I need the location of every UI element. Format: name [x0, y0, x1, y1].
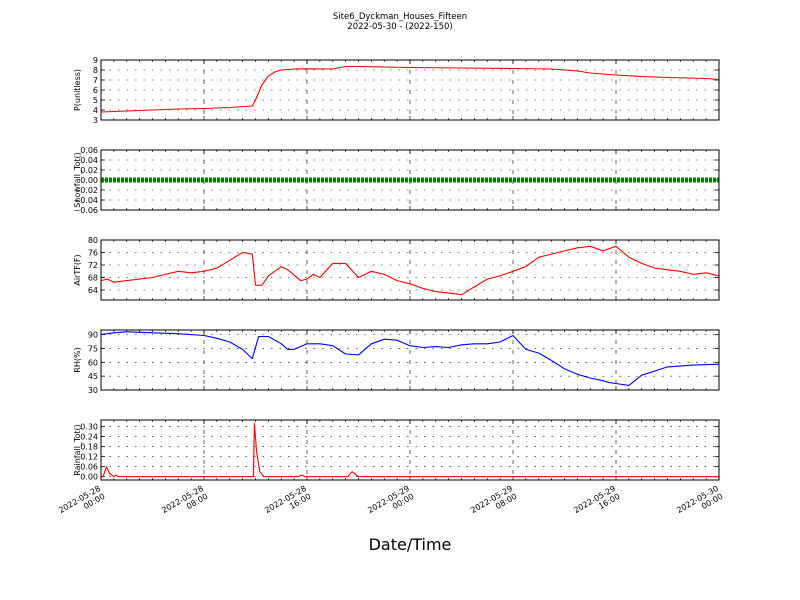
y-axis-label: Snowfall_Tot() [73, 152, 82, 208]
chart-panel: −0.06−0.04−0.020.000.020.040.06Snowfall_… [73, 146, 720, 215]
y-tick-label: 90 [88, 331, 98, 340]
y-tick-label: 75 [88, 344, 98, 353]
y-tick-label: 60 [88, 358, 98, 367]
chart-panel: 64 68 72 76 80 AirTF(F) [73, 236, 720, 301]
y-tick-label: 0.00 [80, 473, 98, 482]
y-tick-label: 0.00 [80, 176, 98, 185]
y-tick-label: 0.24 [80, 433, 98, 442]
plot-frame [100, 419, 720, 481]
y-tick-label: 0.06 [80, 463, 98, 472]
y-tick-label: −0.02 [73, 186, 98, 195]
chart-panel: 30 45 60 75 90 RH(%) [73, 329, 720, 395]
y-tick-label: −0.06 [73, 206, 98, 215]
y-tick-label: 80 [88, 236, 98, 245]
y-axis-label: P(unitless) [73, 69, 82, 111]
y-tick-label: 7 [93, 76, 98, 85]
x-axis-label: Date/Time [369, 535, 452, 554]
y-tick-label: 0.30 [80, 423, 98, 432]
y-axis-label: RH(%) [73, 347, 82, 372]
y-tick-label: 76 [88, 249, 98, 258]
plot-frame [100, 329, 720, 391]
y-tick-label: 3 [93, 116, 98, 125]
plot-frame [100, 239, 720, 301]
series-line [100, 65, 720, 113]
y-tick-label: −0.04 [73, 196, 98, 205]
y-tick-label: 72 [88, 261, 98, 270]
y-tick-label: 5 [93, 96, 98, 105]
y-tick-label: 4 [93, 106, 98, 115]
y-tick-label: 30 [88, 386, 98, 395]
y-tick-label: 0.02 [80, 166, 98, 175]
x-tick-label: 2022-05-2808:00 [160, 484, 209, 523]
y-tick-label: 68 [88, 274, 98, 283]
y-tick-label: 0.06 [80, 146, 98, 155]
y-tick-label: 9 [93, 56, 98, 65]
figure-subtitle: 2022-05-30 - (2022-150) [347, 22, 452, 32]
plot-frame [100, 149, 720, 211]
series-line [101, 422, 719, 478]
figure-title: Site6_Dyckman_Houses_Fifteen [333, 12, 467, 22]
x-tick-label: 2022-05-2900:00 [366, 484, 415, 523]
y-tick-label: 0.18 [80, 443, 98, 452]
x-tick-label: 2022-05-2916:00 [572, 484, 621, 523]
y-axis-label: AirTF(F) [73, 254, 82, 285]
y-tick-label: 6 [93, 86, 98, 95]
y-tick-label: 0.12 [80, 453, 98, 462]
x-tick-label: 2022-05-2800:00 [57, 484, 106, 523]
y-tick-label: 8 [93, 66, 98, 75]
x-tick-label: 2022-05-2908:00 [469, 484, 518, 523]
y-tick-label: 0.04 [80, 156, 98, 165]
x-tick-label: 2022-05-2816:00 [263, 484, 312, 523]
series-line [100, 245, 720, 296]
y-tick-label: 45 [88, 372, 98, 381]
series-line [100, 331, 720, 386]
x-tick-label: 2022-05-3000:00 [675, 484, 724, 523]
y-tick-label: 64 [88, 286, 98, 295]
chart-panels: 3456789P(unitless)−0.06−0.04−0.020.000.0… [57, 56, 725, 523]
plot-frame [100, 59, 720, 121]
y-axis-label: Rainfall_Tot() [73, 424, 82, 476]
